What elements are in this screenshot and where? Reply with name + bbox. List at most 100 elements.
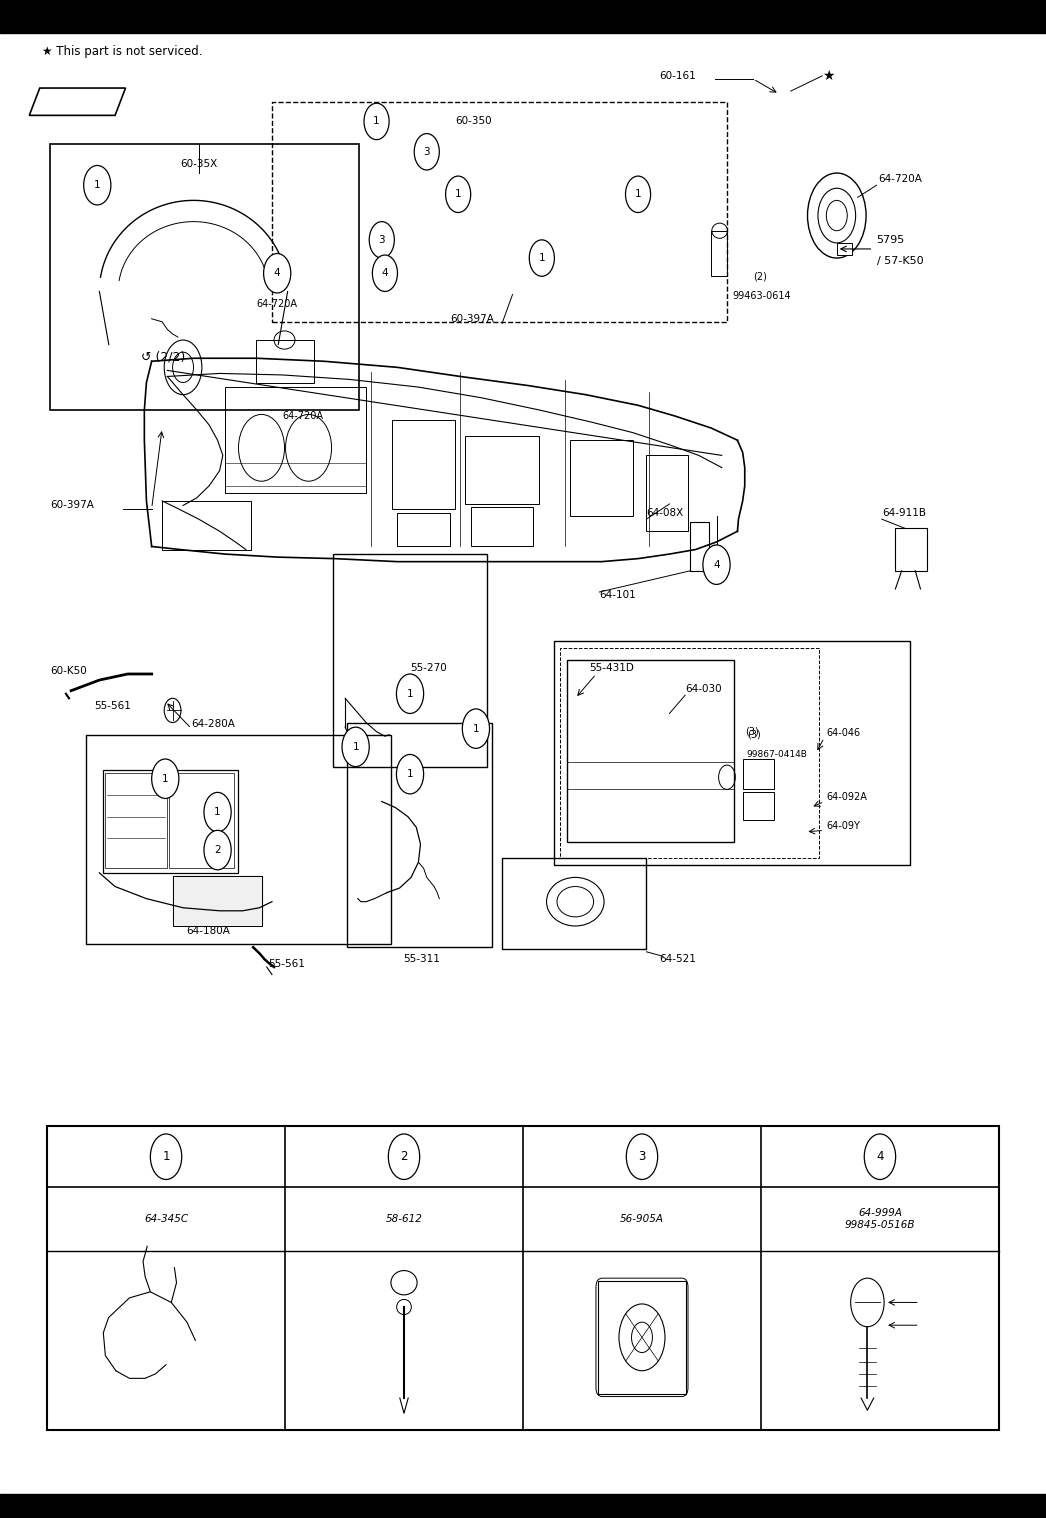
Circle shape — [529, 240, 554, 276]
Text: 60-35X: 60-35X — [180, 159, 218, 168]
Bar — [105, 773, 167, 868]
Bar — [347, 723, 492, 947]
Circle shape — [626, 176, 651, 213]
Bar — [837, 243, 852, 255]
Text: 2: 2 — [401, 1151, 408, 1163]
Bar — [173, 876, 262, 926]
Bar — [690, 522, 709, 571]
Text: 64-092A: 64-092A — [826, 792, 867, 802]
Bar — [743, 759, 774, 789]
Text: 5795: 5795 — [877, 235, 905, 244]
Bar — [103, 770, 238, 873]
Circle shape — [264, 254, 291, 293]
Text: 60-350: 60-350 — [455, 117, 492, 126]
Text: 99463-0614: 99463-0614 — [732, 291, 791, 301]
Text: FWD: FWD — [63, 96, 90, 105]
Text: 1: 1 — [473, 724, 479, 733]
Text: ★: ★ — [822, 68, 835, 83]
Text: 1: 1 — [353, 742, 359, 751]
Bar — [465, 436, 539, 504]
Text: 55-431D: 55-431D — [589, 663, 634, 672]
Circle shape — [396, 754, 424, 794]
Circle shape — [446, 176, 471, 213]
Text: 64-09Y: 64-09Y — [826, 821, 860, 830]
Circle shape — [372, 255, 397, 291]
Circle shape — [84, 165, 111, 205]
Circle shape — [342, 727, 369, 767]
Bar — [570, 440, 633, 516]
Text: 3: 3 — [638, 1151, 645, 1163]
Text: 55-311: 55-311 — [403, 955, 440, 964]
Text: 64-180A: 64-180A — [186, 926, 230, 935]
Bar — [567, 660, 734, 842]
Circle shape — [703, 545, 730, 584]
Text: 64-720A: 64-720A — [282, 411, 323, 420]
Bar — [397, 513, 450, 546]
Text: 4: 4 — [877, 1151, 884, 1163]
Text: 60-161: 60-161 — [659, 71, 696, 80]
Circle shape — [369, 222, 394, 258]
Bar — [743, 792, 774, 820]
Text: 55-561: 55-561 — [94, 701, 131, 710]
Text: 64-08X: 64-08X — [646, 509, 684, 518]
Text: 1: 1 — [214, 808, 221, 817]
Bar — [86, 735, 391, 944]
Text: 64-720A: 64-720A — [256, 299, 298, 308]
Circle shape — [388, 1134, 419, 1179]
Text: 4: 4 — [713, 560, 720, 569]
Bar — [392, 420, 455, 509]
Text: 64-999A
99845-0516B: 64-999A 99845-0516B — [845, 1208, 915, 1230]
Circle shape — [414, 134, 439, 170]
Bar — [162, 501, 251, 550]
Bar — [502, 858, 646, 949]
Text: 60-K50: 60-K50 — [50, 666, 87, 676]
Bar — [272, 102, 727, 322]
Text: 64-911B: 64-911B — [882, 509, 926, 518]
Text: (3): (3) — [747, 730, 760, 739]
Text: 55-270: 55-270 — [410, 663, 447, 672]
Text: 1: 1 — [162, 774, 168, 783]
Text: ★ This part is not serviced.: ★ This part is not serviced. — [42, 46, 202, 58]
Bar — [0, 0, 1046, 33]
Text: 1: 1 — [635, 190, 641, 199]
Text: 56-905A: 56-905A — [620, 1214, 664, 1224]
Bar — [50, 144, 359, 410]
Text: 58-612: 58-612 — [386, 1214, 423, 1224]
Text: 64-720A: 64-720A — [879, 175, 923, 184]
Text: 64-030: 64-030 — [685, 685, 722, 694]
Text: 4: 4 — [274, 269, 280, 278]
Circle shape — [204, 792, 231, 832]
Polygon shape — [29, 88, 126, 115]
Text: / 57-K50: / 57-K50 — [877, 257, 924, 266]
Bar — [333, 554, 487, 767]
Text: 99867-0414B: 99867-0414B — [747, 750, 808, 759]
Bar — [0, 1494, 1046, 1518]
Circle shape — [808, 173, 866, 258]
Text: 1: 1 — [407, 770, 413, 779]
Circle shape — [151, 1134, 182, 1179]
Circle shape — [864, 1134, 895, 1179]
Text: 64-046: 64-046 — [826, 729, 861, 738]
Text: 60-397A: 60-397A — [50, 501, 94, 510]
Text: 64-101: 64-101 — [599, 591, 636, 600]
Circle shape — [364, 103, 389, 140]
Bar — [169, 773, 234, 868]
Bar — [225, 387, 366, 493]
Text: 1: 1 — [94, 181, 100, 190]
Text: 1: 1 — [373, 117, 380, 126]
Bar — [598, 1281, 686, 1394]
Text: 60-397A: 60-397A — [450, 314, 494, 323]
Text: 1: 1 — [407, 689, 413, 698]
Text: 1: 1 — [162, 1151, 169, 1163]
Text: 55-561: 55-561 — [268, 959, 304, 968]
Text: 1: 1 — [455, 190, 461, 199]
Circle shape — [462, 709, 490, 748]
Bar — [560, 648, 819, 858]
Circle shape — [396, 674, 424, 713]
Circle shape — [204, 830, 231, 870]
Text: (2): (2) — [753, 272, 767, 281]
Text: ↺ (2/2): ↺ (2/2) — [141, 351, 185, 363]
Bar — [646, 455, 688, 531]
Text: 64-345C: 64-345C — [144, 1214, 188, 1224]
Bar — [895, 528, 927, 571]
